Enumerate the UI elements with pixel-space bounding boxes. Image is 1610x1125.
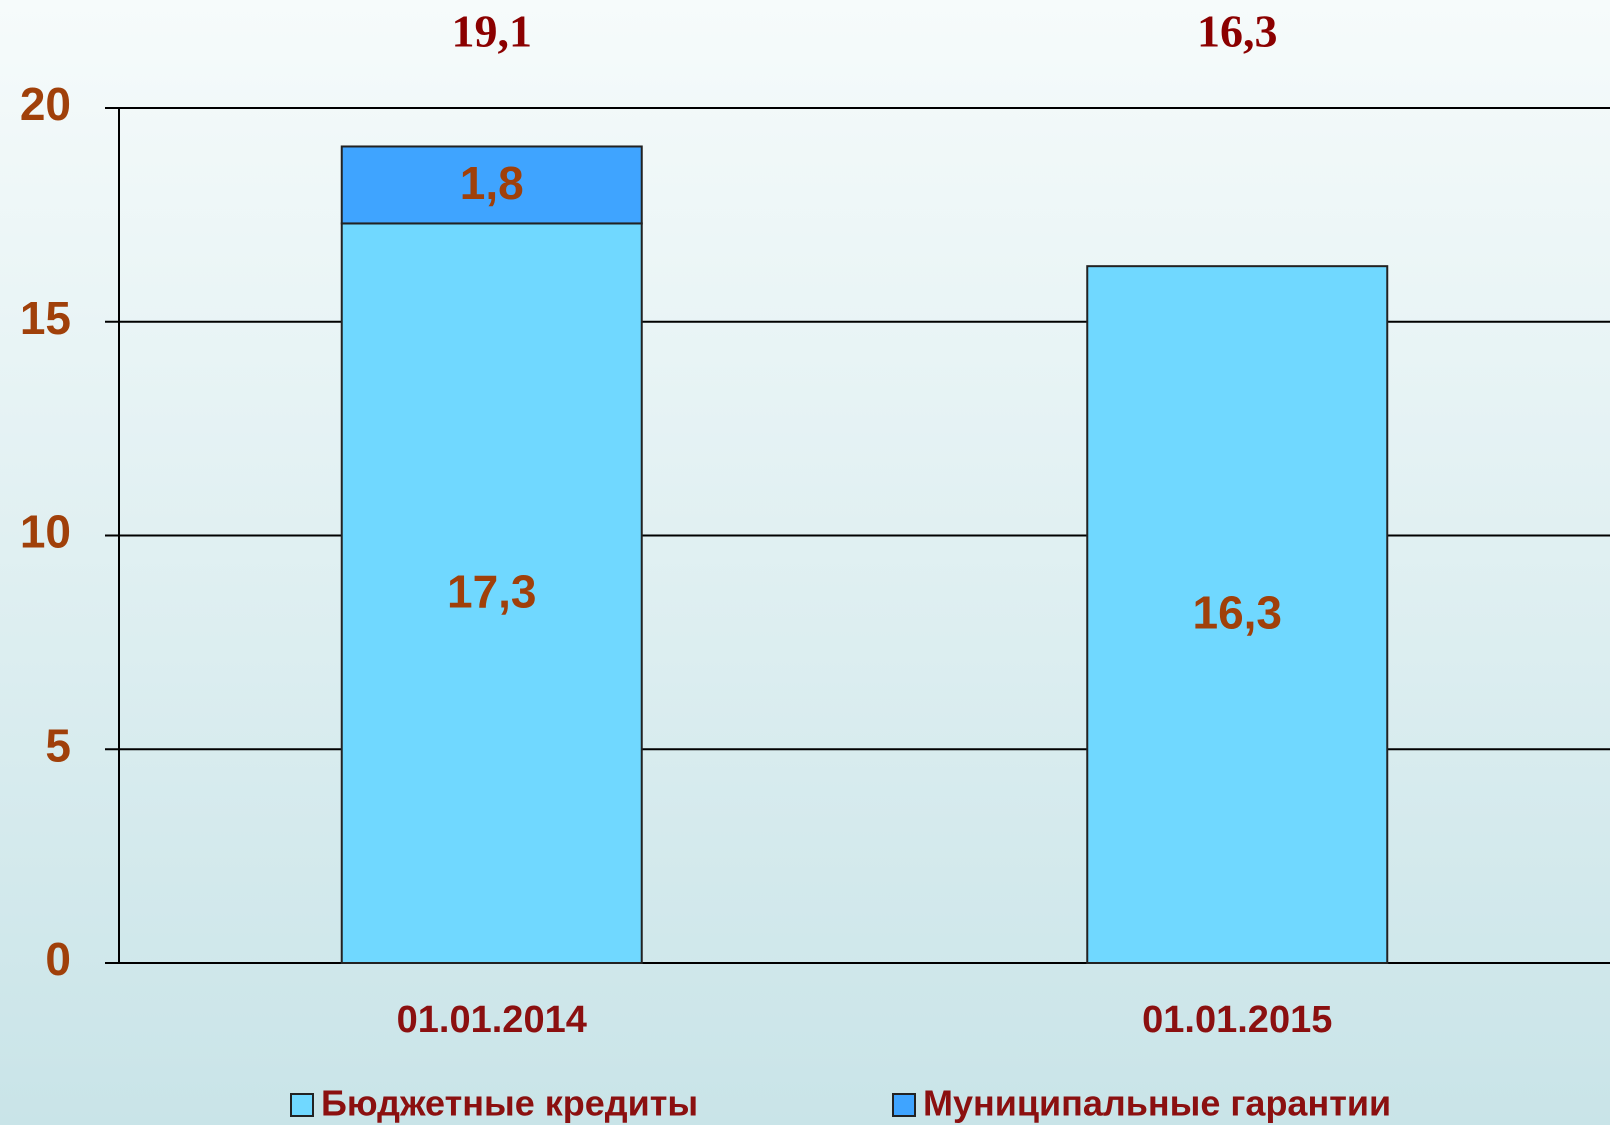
x-tick-label: 01.01.2014 bbox=[397, 999, 587, 1041]
bar-segment bbox=[340, 145, 643, 225]
bar-segment bbox=[1086, 265, 1389, 964]
segment-label: 17,3 bbox=[447, 565, 537, 617]
y-tick-label: 0 bbox=[45, 933, 71, 985]
y-tick-label: 10 bbox=[20, 506, 71, 558]
legend-label: Бюджетные кредиты bbox=[321, 1083, 698, 1124]
total-label: 16,3 bbox=[1197, 6, 1278, 57]
bar-segment bbox=[340, 222, 643, 965]
legend-swatch bbox=[290, 1093, 314, 1117]
legend-label: Муниципальные гарантии bbox=[923, 1083, 1391, 1124]
total-label: 19,1 bbox=[452, 6, 533, 57]
y-tick-label: 5 bbox=[45, 719, 71, 771]
segment-label: 1,8 bbox=[460, 157, 524, 209]
segment-label: 16,3 bbox=[1192, 587, 1282, 639]
y-tick-label: 20 bbox=[20, 78, 71, 130]
legend-swatch bbox=[892, 1093, 916, 1117]
y-tick-label: 15 bbox=[20, 292, 71, 344]
x-tick-label: 01.01.2015 bbox=[1142, 999, 1332, 1041]
